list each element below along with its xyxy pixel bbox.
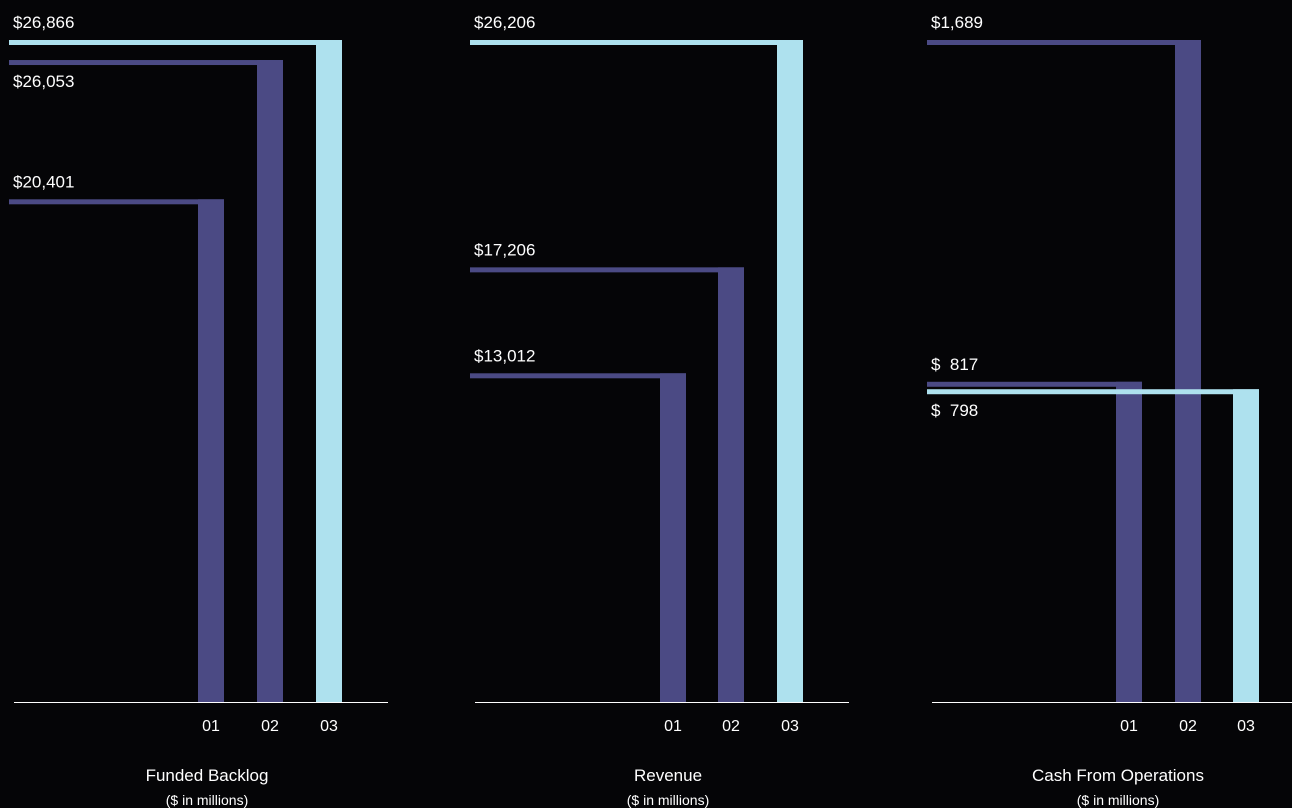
value-leader-line	[927, 389, 1259, 395]
chart-subtitle: ($ in millions)	[166, 792, 248, 808]
chart-subtitle: ($ in millions)	[627, 792, 709, 808]
bar-02	[718, 267, 744, 702]
value-label: $ 798	[931, 401, 978, 420]
chart-title: Cash From Operations	[1032, 766, 1204, 785]
value-leader-line	[927, 381, 1142, 387]
x-tick-label: 03	[320, 718, 338, 735]
x-tick-label: 01	[1120, 718, 1138, 735]
bar-03	[777, 40, 803, 702]
x-tick-label: 02	[261, 718, 279, 735]
bar-01	[660, 373, 686, 702]
value-label: $26,866	[13, 13, 74, 32]
x-tick-label: 02	[722, 718, 740, 735]
value-leader-line	[9, 40, 342, 45]
chart-subtitle: ($ in millions)	[1077, 792, 1159, 808]
x-tick-label: 03	[781, 718, 799, 735]
x-tick-label: 03	[1237, 718, 1255, 735]
bar-03	[316, 40, 342, 702]
value-label: $1,689	[931, 13, 983, 32]
value-leader-line	[470, 373, 686, 379]
value-leader-line	[927, 40, 1201, 45]
value-leader-line	[9, 199, 224, 205]
value-label: $ 817	[931, 355, 978, 374]
chart-title: Revenue	[634, 766, 702, 785]
bar-01	[1116, 381, 1142, 702]
value-label: $26,206	[474, 13, 535, 32]
value-label: $20,401	[13, 172, 74, 191]
bar-02	[1175, 40, 1201, 702]
bar-01	[198, 199, 224, 702]
value-leader-line	[470, 40, 803, 45]
bar-03	[1233, 389, 1259, 702]
value-leader-line	[470, 267, 744, 273]
value-label: $13,012	[474, 346, 535, 365]
value-label: $26,053	[13, 72, 74, 91]
value-label: $17,206	[474, 240, 535, 259]
x-tick-label: 02	[1179, 718, 1197, 735]
chart-title: Funded Backlog	[146, 766, 269, 785]
bar-02	[257, 60, 283, 703]
x-tick-label: 01	[202, 718, 220, 735]
value-leader-line	[9, 60, 283, 66]
x-tick-label: 01	[664, 718, 682, 735]
